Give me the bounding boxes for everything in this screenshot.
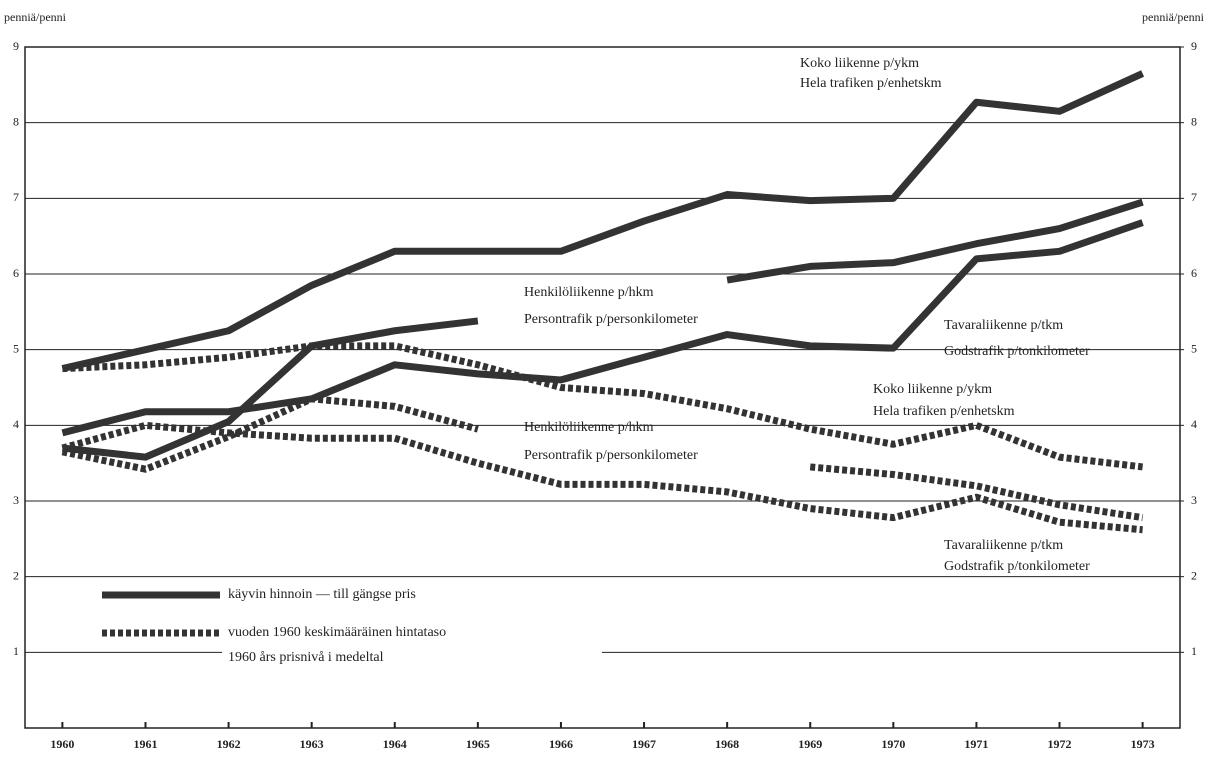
series-line	[726, 198, 1144, 284]
annotation: Tavaraliikenne p/tkm	[944, 318, 1063, 333]
y2-tick-label: 7	[1191, 190, 1197, 204]
y2-tick-label: 9	[1191, 39, 1197, 53]
y-axis-label: penniä/penni	[4, 10, 67, 24]
annotation: Hela trafiken p/enhetskm	[873, 404, 1015, 419]
x-tick-label: 1966	[549, 737, 573, 751]
annotation: Persontrafik p/personkilometer	[524, 448, 698, 463]
x-tick-label: 1971	[964, 737, 988, 751]
legend-bg	[222, 622, 722, 644]
x-tick-label: 1964	[383, 737, 407, 751]
y2-tick-label: 3	[1191, 493, 1197, 507]
legend-bg	[222, 584, 722, 606]
x-tick-label: 1967	[632, 737, 656, 751]
y2-axis-label: penniä/penni	[1142, 10, 1205, 24]
annotation: Hela trafiken p/enhetskm	[800, 76, 942, 91]
x-tick-label: 1973	[1131, 737, 1155, 751]
y2-tick-label: 6	[1191, 266, 1197, 280]
series-line	[61, 70, 1145, 372]
y2-tick-label: 1	[1191, 644, 1197, 658]
series-line	[61, 421, 1143, 534]
series-line	[809, 463, 1144, 522]
x-tick-label: 1960	[50, 737, 74, 751]
legend-label: vuoden 1960 keskimääräinen hintataso	[228, 625, 446, 640]
y-tick-label: 8	[13, 114, 19, 128]
x-tick-label: 1972	[1048, 737, 1072, 751]
y-tick-label: 4	[13, 417, 19, 431]
annotation: Tavaraliikenne p/tkm	[944, 538, 1063, 553]
annotation: Koko liikenne p/ykm	[873, 382, 992, 397]
y-tick-label: 9	[13, 39, 19, 53]
y-tick-label: 3	[13, 493, 19, 507]
x-tick-label: 1962	[217, 737, 241, 751]
annotation: Henkilöliikenne p/hkm	[524, 420, 654, 435]
y-tick-label: 2	[13, 568, 19, 582]
legend-bg	[222, 647, 602, 669]
y2-tick-label: 5	[1191, 341, 1197, 355]
annotation: Henkilöliikenne p/hkm	[524, 285, 654, 300]
legend-label: käyvin hinnoin — till gängse pris	[228, 587, 416, 602]
y-tick-label: 1	[13, 644, 19, 658]
series-line	[61, 395, 479, 473]
annotation: Koko liikenne p/ykm	[800, 56, 919, 71]
series-line	[62, 317, 479, 461]
legend-label: 1960 års prisnivå i medeltal	[228, 650, 384, 665]
series-line	[61, 219, 1144, 437]
y2-tick-label: 4	[1191, 417, 1197, 431]
y2-tick-label: 8	[1191, 114, 1197, 128]
x-tick-label: 1968	[715, 737, 739, 751]
annotation: Persontrafik p/personkilometer	[524, 312, 698, 327]
x-tick-label: 1961	[133, 737, 157, 751]
annotation: Godstrafik p/tonkilometer	[944, 559, 1090, 574]
x-tick-label: 1970	[881, 737, 905, 751]
x-tick-label: 1969	[798, 737, 822, 751]
series-line	[62, 342, 1144, 471]
y2-tick-label: 2	[1191, 568, 1197, 582]
y-tick-label: 7	[13, 190, 19, 204]
x-tick-label: 1965	[466, 737, 490, 751]
y-tick-label: 5	[13, 341, 19, 355]
x-tick-label: 1963	[300, 737, 324, 751]
annotation: Godstrafik p/tonkilometer	[944, 344, 1090, 359]
y-tick-label: 6	[13, 266, 19, 280]
